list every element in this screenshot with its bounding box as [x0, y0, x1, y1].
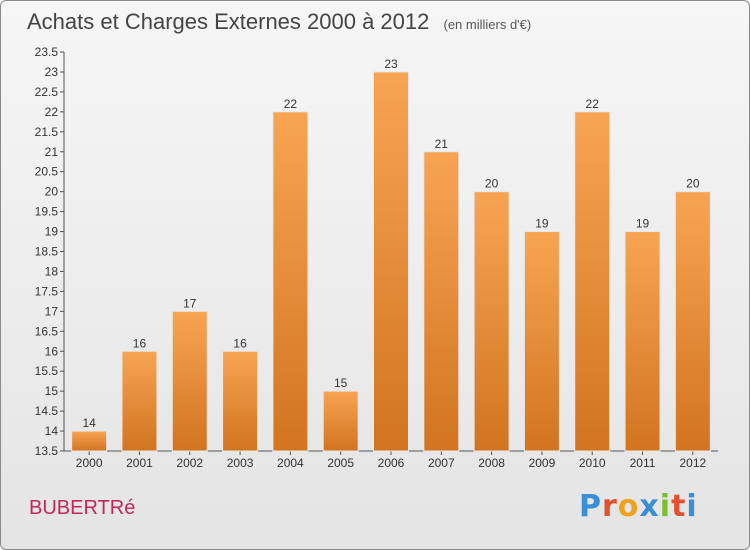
data-label: 21 — [435, 137, 449, 151]
x-tick-label: 2006 — [378, 456, 405, 470]
y-tick-label: 18.5 — [35, 245, 59, 259]
data-label: 17 — [183, 296, 197, 310]
x-tick-label: 2012 — [679, 456, 706, 470]
data-label: 22 — [586, 97, 600, 111]
x-tick-label: 2003 — [227, 456, 254, 470]
bar-2010 — [574, 111, 611, 452]
y-tick-label: 21.5 — [35, 125, 59, 139]
logo-letter: x — [639, 489, 660, 524]
chart-subtitle: (en milliers d'€) — [443, 17, 532, 32]
logo-letter: r — [602, 489, 618, 524]
bar-2004 — [272, 111, 309, 452]
bar-2000 — [71, 430, 108, 452]
bar-2009 — [523, 231, 560, 452]
data-label: 23 — [384, 57, 398, 71]
data-label: 22 — [284, 97, 298, 111]
y-tick-label: 17 — [45, 304, 59, 318]
y-tick-label: 17.5 — [35, 284, 59, 298]
bar-2005 — [322, 390, 359, 452]
logo-letter: t — [671, 489, 687, 524]
y-tick-label: 18 — [45, 264, 59, 278]
y-tick-label: 22 — [45, 105, 59, 119]
chart-title-text: Achats et Charges Externes 2000 à 2012 — [27, 9, 430, 34]
y-tick-label: 16.5 — [35, 324, 59, 338]
data-label: 20 — [686, 177, 700, 191]
logo-letter: P — [579, 489, 602, 524]
bar-2008 — [473, 191, 510, 452]
y-tick-label: 23.5 — [35, 45, 59, 59]
y-tick-label: 14 — [45, 424, 59, 438]
logo-letter: i — [659, 489, 672, 524]
data-label: 16 — [233, 336, 247, 350]
data-label: 14 — [82, 416, 96, 430]
x-tick-label: 2000 — [76, 456, 103, 470]
y-tick-label: 14.5 — [35, 404, 59, 418]
x-tick-label: 2009 — [529, 456, 556, 470]
logo-letter: o — [617, 489, 640, 524]
bar-2012 — [674, 191, 711, 452]
data-label: 19 — [535, 217, 549, 231]
y-tick-label: 19 — [45, 225, 59, 239]
chart-title: Achats et Charges Externes 2000 à 2012 (… — [27, 9, 531, 35]
y-tick-label: 22.5 — [35, 85, 59, 99]
data-label: 20 — [485, 177, 499, 191]
commune-name: BUBERTRé — [29, 497, 136, 519]
bar-2006 — [373, 71, 409, 452]
x-tick-label: 2008 — [478, 456, 505, 470]
chart-data-labels: 14 16 17 16 22 15 23 21 20 19 22 19 20 — [82, 57, 699, 430]
y-tick-label: 15 — [45, 384, 59, 398]
y-tick-label: 13.5 — [35, 444, 59, 458]
bar-2001 — [121, 350, 158, 452]
data-label: 19 — [636, 217, 650, 231]
y-tick-label: 19.5 — [35, 205, 59, 219]
bar-2003 — [222, 350, 259, 452]
proxiti-logo[interactable]: Proxiti — [579, 489, 698, 524]
data-label: 16 — [133, 336, 147, 350]
y-tick-label: 16 — [45, 344, 59, 358]
x-tick-label: 2007 — [428, 456, 455, 470]
y-tick-label: 23 — [45, 65, 59, 79]
x-tick-label: 2001 — [126, 456, 153, 470]
x-tick-label: 2010 — [579, 456, 606, 470]
y-tick-label: 20 — [45, 185, 59, 199]
bar-2002 — [171, 310, 208, 452]
y-tick-label: 15.5 — [35, 364, 59, 378]
bar-2011 — [624, 231, 661, 452]
x-tick-label: 2002 — [176, 456, 203, 470]
data-label: 15 — [334, 376, 348, 390]
chart-axes: 13.5 14 14.5 15 15.5 16 16.5 17 17.5 18 18.5 19 19.5… — [35, 45, 718, 470]
x-tick-label: 2011 — [630, 456, 656, 470]
y-tick-label: 20.5 — [35, 165, 59, 179]
x-tick-label: 2005 — [327, 456, 354, 470]
logo-letter: i — [686, 489, 698, 524]
chart-bars — [71, 71, 711, 452]
x-tick-label: 2004 — [277, 456, 304, 470]
bar-2007 — [423, 151, 460, 452]
y-tick-label: 21 — [45, 145, 59, 159]
